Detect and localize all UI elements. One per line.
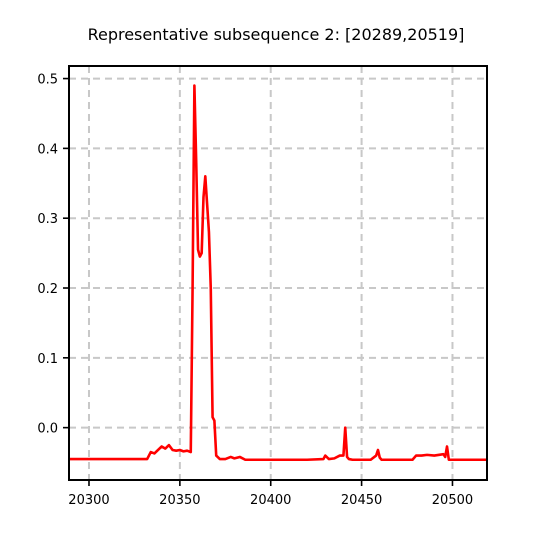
plot-frame (68, 65, 488, 481)
x-tick-label: 20500 (432, 493, 473, 508)
x-axis: 20300 20350 20400 20450 20500 (68, 480, 473, 508)
y-tick-label: 0.3 (37, 212, 58, 227)
x-tick-label: 20300 (68, 493, 109, 508)
grid-lines (69, 66, 487, 480)
y-tick-label: 0.0 (37, 422, 58, 437)
x-tick-label: 20450 (341, 493, 382, 508)
y-tick-label: 0.2 (37, 282, 58, 297)
x-tick-label: 20400 (250, 493, 291, 508)
y-tick-label: 0.4 (37, 142, 58, 157)
chart-title: Representative subsequence 2: [20289,205… (88, 25, 465, 44)
series-group (69, 84, 487, 462)
series-line (69, 84, 487, 462)
y-axis: 0.0 0.1 0.2 0.3 0.4 0.5 (37, 73, 69, 437)
y-tick-label: 0.1 (37, 352, 58, 367)
y-tick-label: 0.5 (37, 73, 58, 88)
x-tick-label: 20350 (159, 493, 200, 508)
